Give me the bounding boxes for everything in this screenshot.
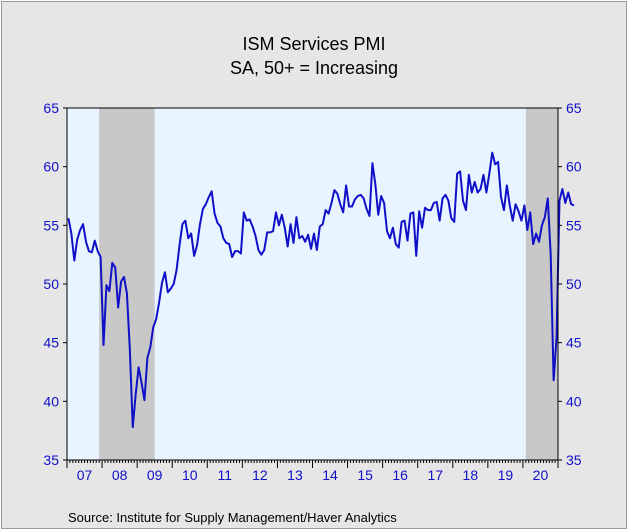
y-tick-label-left: 55 <box>43 217 59 233</box>
y-tick-label-right: 40 <box>566 393 582 409</box>
y-tick-label-left: 60 <box>43 159 59 175</box>
x-tick-label: 13 <box>287 467 303 483</box>
x-tick-label: 10 <box>182 467 198 483</box>
recession-band <box>525 108 558 460</box>
y-tick-label-right: 50 <box>566 276 582 292</box>
x-tick-label: 19 <box>498 467 514 483</box>
x-tick-label: 12 <box>252 467 268 483</box>
y-tick-label-right: 35 <box>566 452 582 468</box>
recession-shading <box>99 108 558 460</box>
x-tick-label: 15 <box>357 467 373 483</box>
x-tick-label: 07 <box>77 467 93 483</box>
source-note: Source: Institute for Supply Management/… <box>68 510 397 525</box>
y-tick-label-left: 40 <box>43 393 59 409</box>
chart-title: ISM Services PMI <box>242 34 385 54</box>
x-tick-label: 18 <box>463 467 479 483</box>
y-tick-label-left: 50 <box>43 276 59 292</box>
x-tick-label: 11 <box>218 467 233 483</box>
series-group <box>67 151 575 429</box>
y-tick-label-left: 45 <box>43 335 59 351</box>
y-tick-label-right: 60 <box>566 159 582 175</box>
x-tick-label: 14 <box>322 467 338 483</box>
x-tick-label: 20 <box>533 467 549 483</box>
chart-subtitle: SA, 50+ = Increasing <box>230 58 398 78</box>
y-tick-label-right: 55 <box>566 217 582 233</box>
y-tick-label-right: 45 <box>566 335 582 351</box>
y-tick-label-right: 65 <box>566 100 582 116</box>
series-line-ism-services-pmi <box>67 151 575 429</box>
recession-band <box>99 108 155 460</box>
axes: 35 35 40 40 45 45 50 50 55 55 60 60 65 65 07 08 09 10 11 12… <box>43 100 581 483</box>
x-tick-label: 09 <box>147 467 163 483</box>
x-tick-label: 08 <box>112 467 128 483</box>
x-tick-label: 17 <box>427 467 443 483</box>
y-tick-label-left: 65 <box>43 100 59 116</box>
x-tick-label: 16 <box>392 467 408 483</box>
y-tick-label-left: 35 <box>43 452 59 468</box>
